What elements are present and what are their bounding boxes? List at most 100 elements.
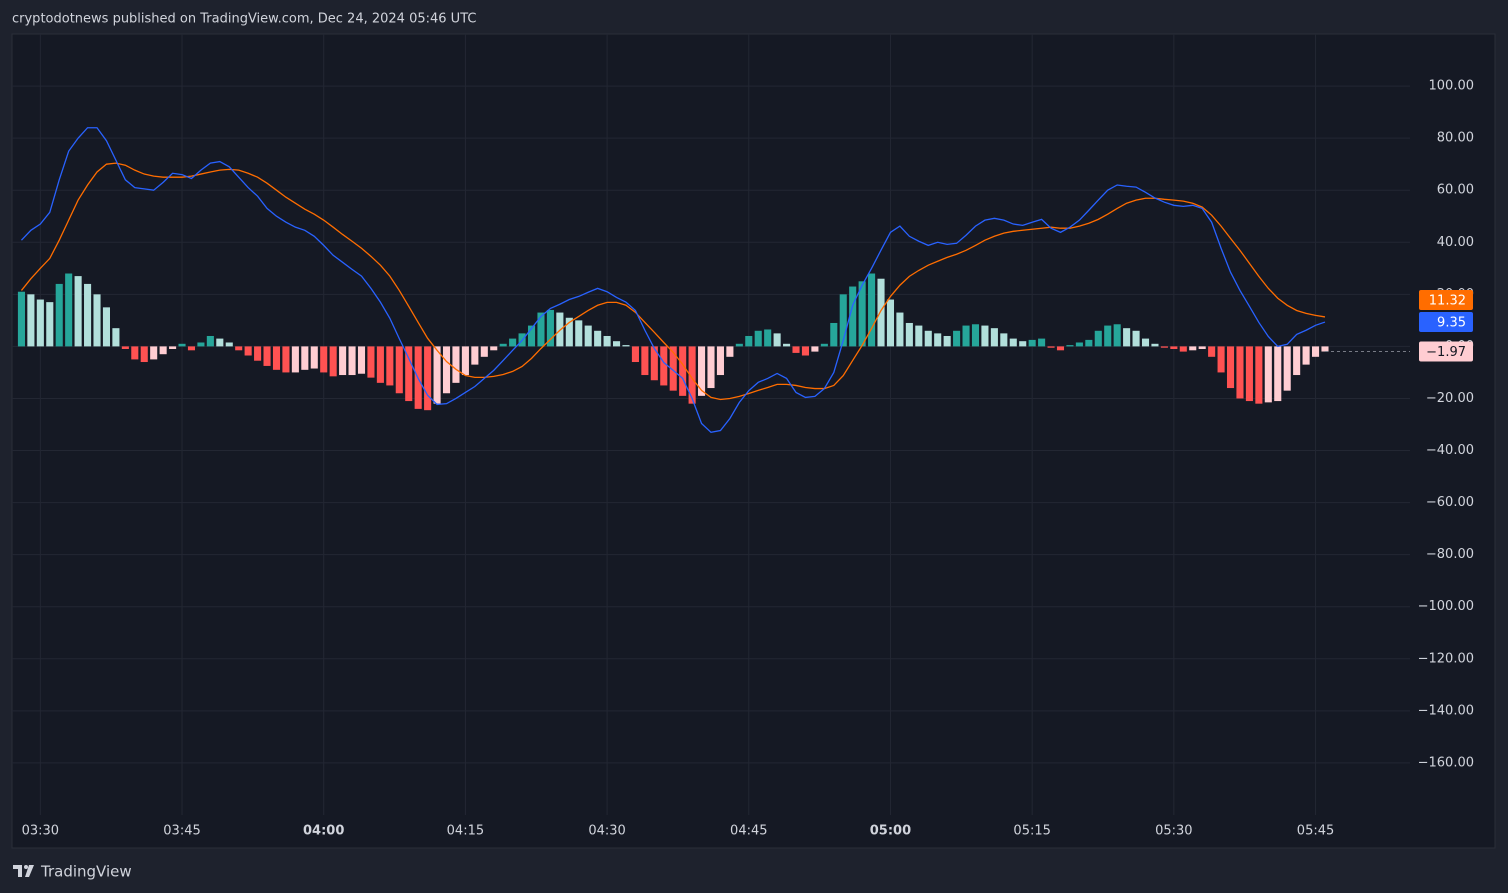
histogram-bar xyxy=(953,330,961,347)
histogram-bar xyxy=(499,343,507,347)
histogram-bar xyxy=(1217,346,1225,373)
histogram-bar xyxy=(660,346,668,386)
y-tick-label: 80.00 xyxy=(1437,131,1474,146)
histogram-bar xyxy=(367,346,375,378)
histogram-bar xyxy=(1255,346,1263,404)
histogram-bar xyxy=(254,346,262,361)
histogram-bar xyxy=(386,346,394,386)
price-label-box xyxy=(1419,341,1473,362)
histogram-bar xyxy=(868,273,876,347)
histogram-bar xyxy=(102,307,111,347)
histogram-bar xyxy=(773,333,781,347)
histogram-bar xyxy=(1151,343,1159,347)
histogram-bar xyxy=(1056,346,1065,351)
histogram-bar xyxy=(169,346,177,350)
publish-caption: cryptodotnews published on TradingView.c… xyxy=(12,12,476,27)
histogram-bar xyxy=(707,346,715,389)
x-tick-label: 04:15 xyxy=(447,824,484,839)
logo-dot xyxy=(24,865,28,869)
histogram-bar xyxy=(424,346,432,411)
histogram-bar xyxy=(320,346,328,373)
y-tick-label: −160.00 xyxy=(1418,755,1474,770)
histogram-bar xyxy=(357,346,366,374)
histogram-bar xyxy=(1245,346,1253,402)
chart-panel xyxy=(11,33,1496,849)
brand-logo xyxy=(13,865,34,877)
line-series xyxy=(20,127,1326,434)
histogram-bar xyxy=(830,322,838,347)
y-tick-label: 60.00 xyxy=(1437,183,1474,198)
histogram-bar xyxy=(565,317,573,347)
histogram-bar xyxy=(688,346,696,404)
histogram-bar xyxy=(65,273,73,347)
histogram-bar xyxy=(698,346,706,396)
histogram-bar xyxy=(886,299,895,347)
histogram-bar xyxy=(84,283,92,347)
histogram-bar xyxy=(971,324,980,347)
histogram-bar xyxy=(981,325,989,347)
histogram-bar xyxy=(1160,346,1168,348)
histogram-bar xyxy=(471,346,479,365)
histogram-bar xyxy=(395,346,403,394)
histogram-bar xyxy=(669,346,677,391)
histogram-bar xyxy=(1000,333,1008,347)
histogram-bar xyxy=(537,312,545,347)
histogram-bar xyxy=(546,309,554,347)
histogram-bar xyxy=(594,330,602,347)
histogram-bar xyxy=(584,325,592,347)
histogram-bar xyxy=(93,294,101,347)
histogram-bar xyxy=(934,333,942,347)
histogram-bar xyxy=(140,346,148,363)
histogram-bar xyxy=(206,335,214,347)
histogram-bar xyxy=(1321,346,1329,352)
histogram-bar xyxy=(1047,346,1055,348)
y-tick-label: −40.00 xyxy=(1426,443,1474,458)
histogram-bar xyxy=(905,322,913,347)
histogram-bar xyxy=(858,281,866,347)
histogram-bar xyxy=(527,325,536,347)
histogram-bar xyxy=(962,325,970,347)
histogram-bar xyxy=(197,342,205,347)
histogram-bar xyxy=(225,342,233,347)
histogram-bar xyxy=(310,346,318,369)
histogram-bar xyxy=(820,343,828,347)
histogram-bar xyxy=(1141,338,1150,347)
histogram-bar xyxy=(433,346,441,404)
histogram-bar xyxy=(811,346,819,352)
y-tick-label: −80.00 xyxy=(1426,547,1474,562)
histogram-bar xyxy=(839,294,847,347)
histogram-bar xyxy=(36,299,44,347)
histogram-bar xyxy=(783,343,791,347)
histogram-bar xyxy=(1208,346,1216,357)
histogram-bar xyxy=(1085,339,1093,347)
price-label: 9.35 xyxy=(1437,316,1466,331)
histogram-bar xyxy=(1104,325,1112,347)
histogram-bar xyxy=(178,343,186,347)
histogram-bar xyxy=(575,320,583,347)
logo-shape xyxy=(25,865,34,877)
histogram-bar xyxy=(716,346,724,376)
histogram-bar xyxy=(1179,346,1187,352)
histogram-bar xyxy=(376,346,384,383)
histogram-bar xyxy=(1075,342,1083,347)
histogram-bar xyxy=(1113,324,1121,347)
histogram-bar xyxy=(1170,346,1178,350)
histogram-bar xyxy=(263,346,271,366)
x-tick-label: 04:45 xyxy=(730,824,767,839)
histogram-bar xyxy=(622,345,630,347)
price-label: 11.32 xyxy=(1429,294,1466,309)
histogram-bar xyxy=(490,346,498,351)
histogram-bar xyxy=(849,286,857,347)
histogram-bar xyxy=(1264,346,1272,403)
histogram-bar xyxy=(405,346,413,402)
logo-shape xyxy=(13,865,22,877)
histogram-bar xyxy=(754,330,762,347)
histogram-bar xyxy=(1302,346,1310,365)
histogram-bar xyxy=(745,335,753,347)
histogram-bar xyxy=(1028,339,1036,347)
histogram-bar xyxy=(282,346,290,373)
histogram-bar xyxy=(17,291,25,347)
histogram-bar xyxy=(641,346,649,376)
brand-name: TradingView xyxy=(40,863,132,881)
price-label-box xyxy=(1419,290,1473,311)
